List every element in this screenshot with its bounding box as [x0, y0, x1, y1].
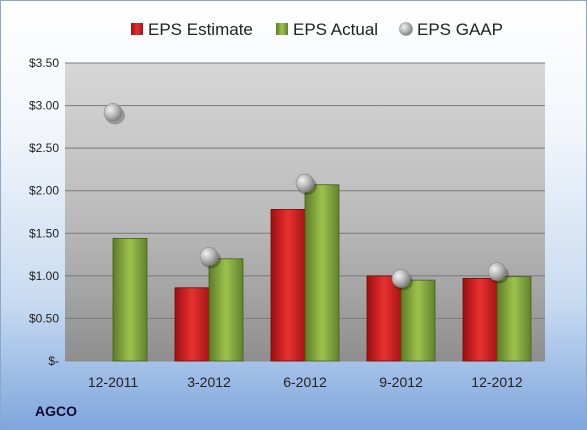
y-tick-label: $3.00: [29, 99, 59, 113]
bar-eps-estimate: [174, 287, 210, 362]
y-tick-label: $1.00: [29, 269, 59, 283]
x-tick-label: 6-2012: [283, 374, 327, 390]
marker-eps-gaap: [103, 103, 123, 122]
company-label: AGCO: [35, 403, 77, 419]
legend-label: EPS Actual: [293, 20, 378, 39]
y-tick-label: $0.50: [29, 311, 59, 325]
y-tick-label: $-: [48, 354, 59, 368]
legend: EPS Estimate EPS Actual EPS GAAP: [131, 20, 503, 39]
legend-label: EPS GAAP: [417, 20, 503, 39]
bar-eps-actual: [400, 279, 436, 362]
y-tick-label: $3.50: [29, 56, 59, 70]
bar-eps-estimate: [366, 275, 402, 362]
y-axis: $- $0.50 $1.00 $1.50 $2.00 $2.50 $3.00 $3.50: [29, 56, 59, 368]
marker-eps-gaap: [487, 262, 507, 281]
bar-eps-actual: [496, 276, 532, 362]
bars: [112, 184, 532, 362]
y-tick-label: $2.00: [29, 184, 59, 198]
bar-eps-estimate: [462, 278, 498, 362]
gaap-markers: [103, 103, 509, 291]
legend-label: EPS Estimate: [148, 20, 253, 39]
marker-eps-gaap: [295, 173, 315, 193]
marker-eps-gaap: [391, 269, 411, 288]
legend-swatch-eps-actual: [276, 23, 288, 35]
bar-eps-actual: [112, 237, 148, 362]
x-tick-label: 12-2012: [471, 374, 523, 390]
legend-swatch-eps-estimate: [131, 23, 143, 35]
bar-eps-actual: [304, 184, 340, 362]
y-tick-label: $2.50: [29, 141, 59, 155]
marker-eps-gaap: [199, 246, 219, 266]
x-tick-label: 9-2012: [379, 374, 423, 390]
x-tick-label: 12-2011: [88, 374, 139, 390]
x-tick-label: 3-2012: [187, 374, 231, 390]
y-tick-label: $1.50: [29, 226, 59, 240]
bar-eps-estimate: [270, 209, 306, 362]
x-axis: 12-2011 3-2012 6-2012 9-2012 12-2012: [88, 374, 523, 390]
legend-marker-eps-gaap: [399, 22, 413, 36]
bar-eps-actual: [208, 258, 244, 362]
